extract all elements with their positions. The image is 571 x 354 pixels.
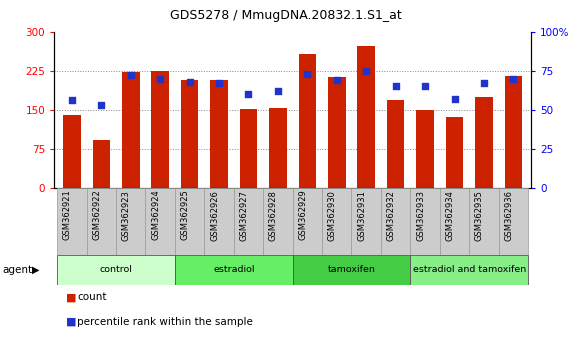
Bar — [93, 140, 110, 188]
Bar — [146, 188, 175, 255]
Point — [303, 71, 312, 77]
Bar — [57, 188, 87, 255]
Bar — [57, 255, 175, 285]
Point — [244, 91, 253, 97]
Bar — [210, 80, 228, 188]
Point — [361, 68, 371, 74]
Text: GSM362932: GSM362932 — [387, 190, 396, 240]
Bar — [204, 188, 234, 255]
Point — [274, 88, 283, 94]
Bar — [357, 46, 375, 188]
Bar — [498, 188, 528, 255]
Text: GSM362931: GSM362931 — [357, 190, 366, 240]
Bar — [175, 255, 292, 285]
Point — [420, 84, 429, 89]
Bar — [440, 188, 469, 255]
Bar — [181, 80, 199, 188]
Bar — [505, 76, 522, 188]
Bar — [469, 188, 498, 255]
Bar — [299, 54, 316, 188]
Point — [480, 80, 489, 86]
Text: agent: agent — [3, 265, 33, 275]
Point — [450, 96, 459, 102]
Text: ■: ■ — [66, 292, 76, 302]
Bar — [116, 188, 146, 255]
Text: count: count — [77, 292, 107, 302]
Bar — [411, 188, 440, 255]
Text: GSM362927: GSM362927 — [239, 190, 248, 240]
Text: ■: ■ — [66, 317, 76, 327]
Bar — [328, 77, 345, 188]
Text: GSM362922: GSM362922 — [93, 190, 101, 240]
Bar — [416, 110, 434, 188]
Bar — [446, 117, 463, 188]
Text: ▶: ▶ — [32, 265, 40, 275]
Point — [156, 76, 165, 81]
Text: GSM362933: GSM362933 — [416, 190, 425, 241]
Text: GSM362935: GSM362935 — [475, 190, 484, 240]
Bar — [352, 188, 381, 255]
Bar — [175, 188, 204, 255]
Text: GSM362936: GSM362936 — [504, 190, 513, 241]
Bar — [151, 71, 169, 188]
Text: GSM362929: GSM362929 — [299, 190, 307, 240]
Point — [391, 84, 400, 89]
Bar — [475, 97, 493, 188]
Point — [67, 98, 77, 103]
Bar — [292, 188, 322, 255]
Bar — [411, 255, 528, 285]
Text: GSM362921: GSM362921 — [63, 190, 72, 240]
Text: estradiol: estradiol — [213, 266, 255, 274]
Point — [96, 102, 106, 108]
Text: GSM362923: GSM362923 — [122, 190, 131, 240]
Point — [185, 79, 194, 85]
Bar — [63, 115, 81, 188]
Bar — [234, 188, 263, 255]
Text: GSM362926: GSM362926 — [210, 190, 219, 240]
Text: percentile rank within the sample: percentile rank within the sample — [77, 317, 253, 327]
Bar — [122, 72, 139, 188]
Text: GSM362930: GSM362930 — [328, 190, 337, 240]
Text: GSM362934: GSM362934 — [445, 190, 455, 240]
Bar — [263, 188, 292, 255]
Text: estradiol and tamoxifen: estradiol and tamoxifen — [413, 266, 526, 274]
Bar — [292, 255, 411, 285]
Point — [509, 76, 518, 81]
Text: tamoxifen: tamoxifen — [328, 266, 376, 274]
Text: GSM362925: GSM362925 — [180, 190, 190, 240]
Point — [126, 73, 135, 78]
Text: GDS5278 / MmugDNA.20832.1.S1_at: GDS5278 / MmugDNA.20832.1.S1_at — [170, 9, 401, 22]
Bar — [387, 101, 404, 188]
Text: control: control — [99, 266, 132, 274]
Point — [332, 77, 341, 83]
Bar — [87, 188, 116, 255]
Bar — [269, 108, 287, 188]
Bar — [322, 188, 352, 255]
Text: GSM362924: GSM362924 — [151, 190, 160, 240]
Point — [215, 80, 224, 86]
Text: GSM362928: GSM362928 — [269, 190, 278, 240]
Bar — [381, 188, 411, 255]
Bar — [240, 109, 258, 188]
